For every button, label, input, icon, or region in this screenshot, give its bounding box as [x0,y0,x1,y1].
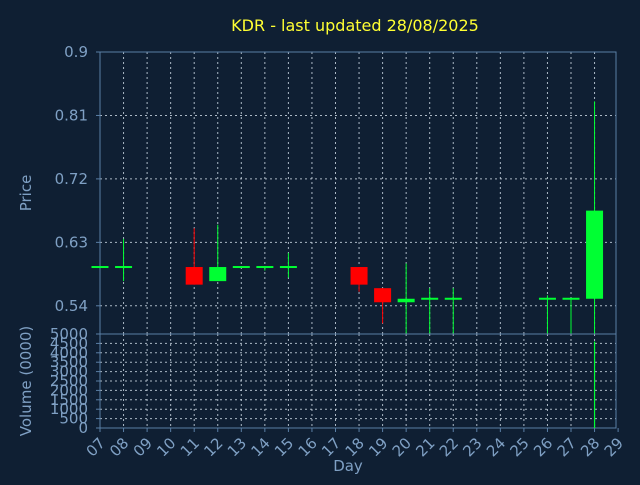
x-tick-label: 26 [530,434,556,460]
candle-body [444,297,462,300]
x-tick-label: 16 [295,434,321,460]
volume-y-tick-label: 3000 [50,363,88,381]
x-tick-label: 09 [130,434,156,460]
volume-axis-label: Volume (0000) [17,326,35,436]
price-y-tick-label: 0.54 [55,297,88,315]
candle [91,266,109,269]
candle [279,252,297,278]
volume-grid [100,333,616,429]
x-axis-label: Day [333,457,363,475]
x-tick-label: 08 [106,434,132,460]
price-y-tick-label: 0.72 [55,170,88,188]
volume-panel: 0500100015002000250030003500400045005000… [17,325,617,437]
candle-body [350,267,368,285]
price-y-tick-label: 0.63 [55,233,88,251]
volume-y-tick-label: 4000 [50,344,88,362]
x-tick-label: 13 [224,434,250,460]
candle-body [232,266,250,269]
candle [421,288,439,334]
candle [232,266,250,269]
candle-body [279,266,297,269]
volume-y-tick-label: 0 [78,419,88,437]
volume-axis-frame [99,333,617,429]
x-tick-label: 19 [365,434,391,460]
candle-body [538,297,556,300]
x-tick-label: 24 [483,434,509,460]
candle [538,295,556,334]
x-tick-label: 28 [577,434,603,460]
candle [562,297,580,334]
volume-y-tick-label: 3500 [50,353,88,371]
price-y-tick-label: 0.9 [64,43,88,61]
candle-body [209,267,227,282]
x-tick-label: 10 [153,434,179,460]
candle [350,267,368,292]
x-tick-label: 14 [247,434,273,460]
x-tick-label: 21 [412,434,438,460]
price-panel: 0.54 0.63 0.72 0.81 0.9 Price [17,43,617,335]
candle [586,101,604,334]
candle-body [91,266,109,269]
price-y-ticks: 0.54 0.63 0.72 0.81 0.9 [55,43,100,315]
volume-y-tick-label: 2500 [50,372,88,390]
candle-body [374,288,392,303]
volume-y-tick-label: 1000 [50,400,88,418]
candle [374,288,392,324]
x-tick-label: 25 [506,434,532,460]
candle-body [185,267,203,285]
x-axis-ticks: 0708091011121314151617181920212223242526… [83,428,627,460]
candle-body [562,297,580,300]
price-axis-label: Price [17,175,35,212]
candle-body [256,266,274,269]
x-tick-label: 20 [389,434,415,460]
candle [397,263,415,334]
candle [185,228,203,285]
volume-y-tick-label: 1500 [50,391,88,409]
volume-y-tick-label: 4500 [50,334,88,352]
chart-title: KDR - last updated 28/08/2025 [231,16,479,35]
candle-body [421,297,439,300]
candle [256,266,274,271]
price-axis-frame [99,51,617,335]
candle [115,238,133,282]
candles [91,101,604,334]
x-tick-label: 23 [459,434,485,460]
x-tick-label: 22 [436,434,462,460]
candle [209,224,227,282]
x-tick-label: 15 [271,434,297,460]
price-y-tick-label: 0.81 [55,106,88,124]
volume-y-tick-label: 500 [59,410,88,428]
x-tick-label: 07 [83,434,109,460]
x-tick-label: 29 [601,434,627,460]
x-tick-label: 27 [554,434,580,460]
volume-y-tick-label: 5000 [50,325,88,343]
candle-body [115,266,133,269]
candle-body [586,210,604,299]
candle-body [397,298,415,303]
volume-y-tick-label: 2000 [50,381,88,399]
x-tick-label: 11 [177,434,203,460]
x-tick-label: 12 [200,434,226,460]
candle [444,288,462,334]
price-grid [100,51,616,334]
